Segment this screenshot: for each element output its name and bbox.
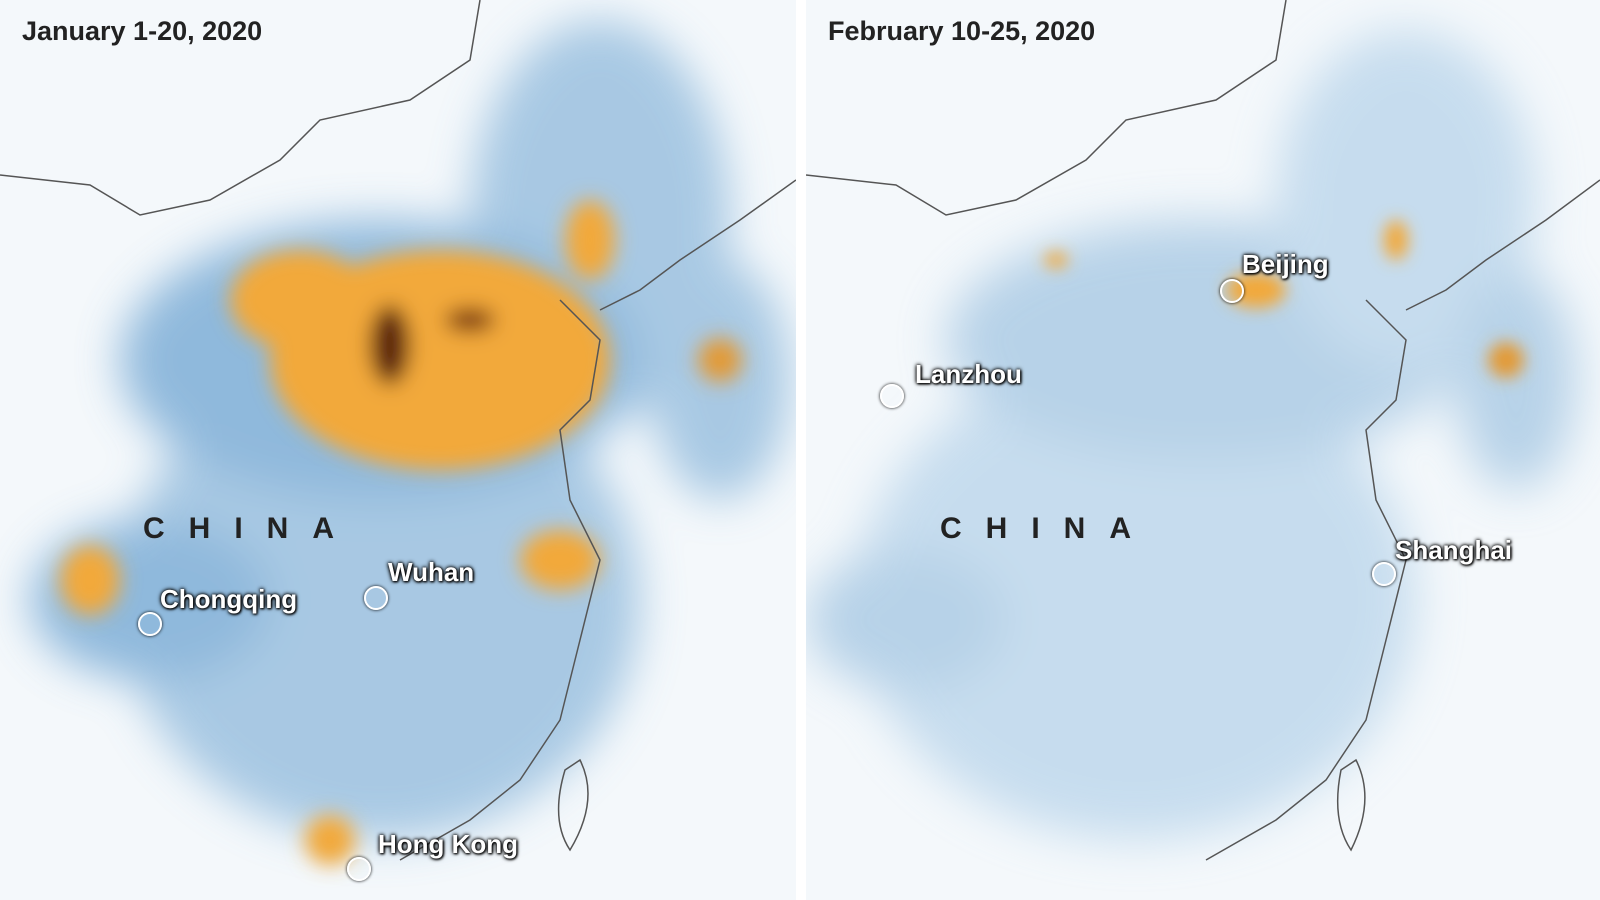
city-label-hong-kong: Hong Kong: [378, 829, 519, 859]
period-title: February 10-25, 2020: [828, 16, 1096, 46]
border-lines: [0, 0, 796, 861]
border-lines: [806, 0, 1600, 861]
period-title: January 1-20, 2020: [22, 16, 263, 46]
moderate-no2-region: [806, 30, 1576, 840]
city-label-beijing: Beijing: [1242, 249, 1329, 279]
no2-map-january: [0, 0, 796, 865]
city-marker-icon: [1220, 279, 1244, 303]
high-no2-region: [60, 200, 742, 865]
high-no2-region: [1044, 220, 1524, 378]
map-panel-february: February 10-25, 2020 CHINA Beijing Lanzh…: [806, 0, 1600, 900]
no2-map-february: [806, 0, 1600, 861]
city-marker-icon: [138, 612, 162, 636]
country-label: CHINA: [143, 512, 358, 545]
city-label-chongqing: Chongqing: [160, 584, 298, 614]
country-label: CHINA: [940, 512, 1155, 545]
city-marker-icon: [364, 586, 388, 610]
city-label-lanzhou: Lanzhou: [915, 359, 1022, 389]
map-panel-january: January 1-20, 2020 CHINA Wuhan Chongqing…: [0, 0, 796, 900]
city-label-shanghai: Shanghai: [1395, 535, 1513, 565]
city-label-wuhan: Wuhan: [388, 557, 475, 587]
city-marker-icon: [1372, 562, 1396, 586]
city-marker-icon: [347, 857, 371, 881]
city-marker-icon: [880, 384, 904, 408]
